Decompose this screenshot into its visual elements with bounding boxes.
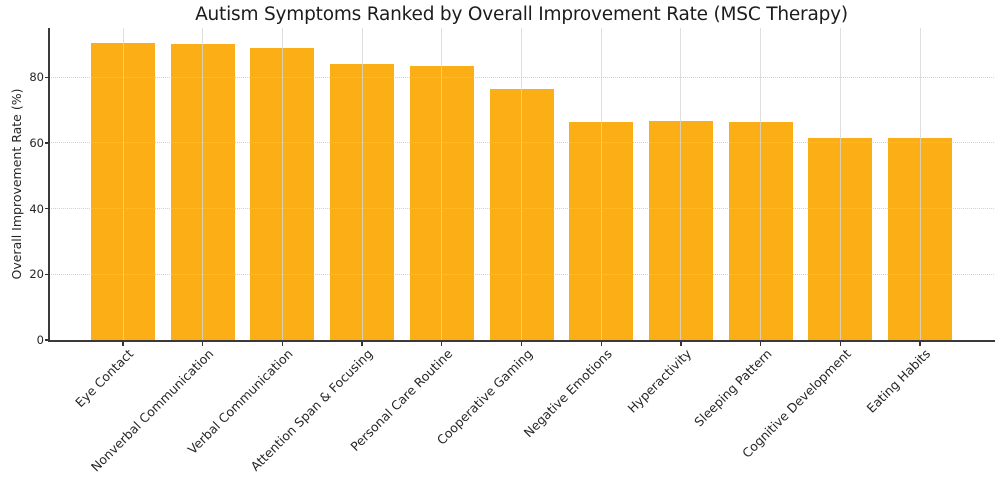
x-tick — [759, 341, 762, 346]
y-tick-label: 20 — [29, 267, 44, 282]
y-tick — [45, 273, 49, 275]
x-tick — [839, 341, 841, 346]
x-tick — [680, 341, 682, 346]
x-tick-label-text: Eating Habits — [863, 346, 934, 416]
x-gridline — [122, 28, 124, 340]
x-gridline — [680, 28, 682, 340]
y-tick — [45, 339, 49, 341]
chart-title: Autism Symptoms Ranked by Overall Improv… — [195, 4, 848, 25]
x-axis-spine — [48, 340, 995, 342]
x-tick — [281, 341, 284, 346]
y-tick-label: 60 — [29, 135, 44, 150]
x-gridline — [600, 28, 602, 340]
x-tick-label-text: Eye Contact — [72, 346, 137, 411]
x-gridline — [281, 28, 283, 340]
x-tick — [919, 341, 921, 346]
x-tick-label-text: Negative Emotions — [520, 346, 615, 441]
y-tick — [45, 207, 49, 210]
x-gridline — [839, 28, 841, 340]
x-gridline — [919, 28, 921, 340]
x-gridline — [441, 28, 443, 340]
x-tick — [202, 341, 204, 346]
x-tick — [520, 341, 523, 346]
x-tick — [361, 341, 363, 346]
x-gridline — [760, 28, 762, 340]
x-tick — [441, 341, 443, 346]
y-axis-spine — [48, 28, 50, 342]
x-tick-label-text: Hyperactivity — [624, 346, 695, 416]
x-gridline — [521, 28, 522, 340]
y-tick — [45, 142, 49, 144]
x-gridline — [202, 28, 204, 340]
x-tick — [122, 341, 124, 346]
y-tick-label: 40 — [29, 201, 44, 216]
x-gridline — [361, 28, 363, 340]
y-axis-label-text: Overall Improvement Rate (%) — [9, 88, 24, 280]
x-tick-label-text: Sleeping Pattern — [690, 346, 775, 430]
y-tick-label: 0 — [36, 333, 44, 347]
y-tick — [45, 76, 49, 78]
y-tick-label: 80 — [29, 70, 44, 85]
x-tick — [600, 341, 602, 346]
